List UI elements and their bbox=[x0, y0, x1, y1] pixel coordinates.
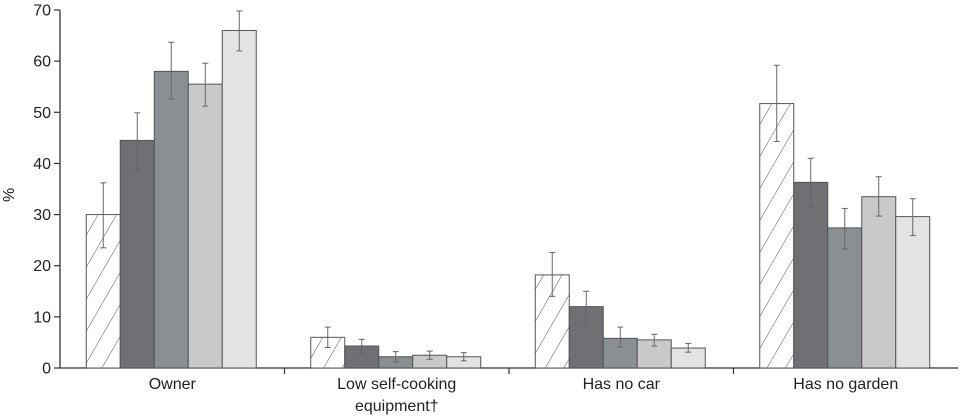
plot-area: 0 10 20 30 40 50 60 70 Owner Low self-cooking equi… bbox=[33, 3, 958, 415]
x-category-label: Has no garden bbox=[793, 376, 898, 393]
bar bbox=[793, 181, 829, 369]
y-tick-label: 30 bbox=[33, 207, 51, 224]
y-tick-label: 40 bbox=[33, 156, 51, 173]
bar bbox=[861, 196, 897, 369]
bar bbox=[187, 83, 223, 369]
y-tick-label: 10 bbox=[33, 309, 51, 326]
x-category-label-line: Low self-cooking bbox=[337, 376, 456, 393]
y-tick-label: 20 bbox=[33, 258, 51, 275]
y-axis-title: % bbox=[1, 188, 18, 202]
bar bbox=[759, 103, 795, 369]
x-category-label-line: Owner bbox=[149, 376, 197, 393]
x-category-label-line: Has no garden bbox=[793, 376, 898, 393]
y-tick-label: 0 bbox=[42, 361, 51, 378]
bar bbox=[827, 227, 863, 369]
bar bbox=[153, 70, 189, 369]
x-category-label: Owner bbox=[149, 376, 197, 393]
bar bbox=[119, 139, 155, 369]
bar bbox=[895, 216, 931, 369]
y-tick-label: 50 bbox=[33, 105, 51, 122]
y-tick-label: 70 bbox=[33, 3, 51, 20]
x-category-label: Has no car bbox=[583, 376, 661, 393]
bar bbox=[221, 29, 257, 369]
x-category-label-line: Has no car bbox=[583, 376, 661, 393]
y-tick-label: 60 bbox=[33, 54, 51, 71]
bar bbox=[602, 337, 638, 369]
x-category-label-line: equipment† bbox=[355, 398, 439, 415]
x-category-label: Low self-cooking equipment† bbox=[337, 376, 456, 415]
